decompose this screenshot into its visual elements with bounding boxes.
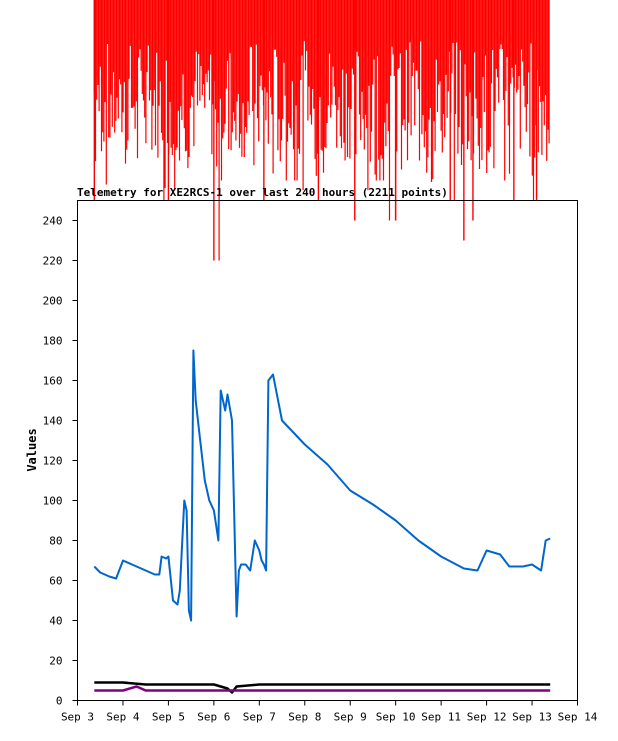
y-tick-label: 200 — [43, 295, 63, 308]
y-tick-label: 160 — [43, 375, 63, 388]
y-tick-label: 20 — [49, 655, 62, 668]
y-tick-label: 140 — [43, 415, 63, 428]
series-layer — [93, 0, 551, 694]
x-tick-label: Sep 12 — [467, 711, 507, 724]
x-tick-label: Sep 3 — [61, 711, 94, 724]
y-tick-label: 240 — [43, 215, 63, 228]
x-tick-label: Sep 14 — [558, 711, 598, 724]
x-tick-label: Sep 11 — [421, 711, 461, 724]
x-tick-label: Sep 6 — [197, 711, 230, 724]
x-tick-label: Sep 4 — [106, 711, 139, 724]
x-tick-label: Sep 10 — [376, 711, 416, 724]
x-axis: Sep 3 Sep 4 Sep 5 Sep 6 Sep 7 Sep 8 Sep 9 Sep 1… — [61, 700, 598, 724]
y-tick-label: 180 — [43, 335, 63, 348]
series-purple-line — [94, 685, 551, 692]
y-tick-label: 40 — [49, 615, 62, 628]
series-blue-line — [93, 349, 551, 622]
y-tick-label: 220 — [43, 255, 63, 268]
plot-frame — [77, 200, 578, 701]
x-tick-label: Sep 9 — [334, 711, 367, 724]
y-tick-label: 0 — [56, 695, 63, 708]
y-tick-label: 120 — [43, 455, 63, 468]
x-tick-label: Sep 13 — [512, 711, 552, 724]
series-black-line — [94, 681, 551, 694]
x-tick-label: Sep 5 — [152, 711, 185, 724]
y-axis: 0 20 40 60 80 100 120 140 160 180 200 220 240 — [43, 215, 78, 708]
series-red-spikes — [93, 0, 550, 261]
chart-title: Telemetry for XE2RCS-1 over last 240 hou… — [77, 186, 448, 199]
y-tick-label: 60 — [49, 575, 62, 588]
y-tick-label: 80 — [49, 535, 62, 548]
x-tick-label: Sep 7 — [243, 711, 276, 724]
x-tick-label: Sep 8 — [288, 711, 321, 724]
y-tick-label: 100 — [43, 495, 63, 508]
y-axis-label: Values — [25, 428, 39, 471]
